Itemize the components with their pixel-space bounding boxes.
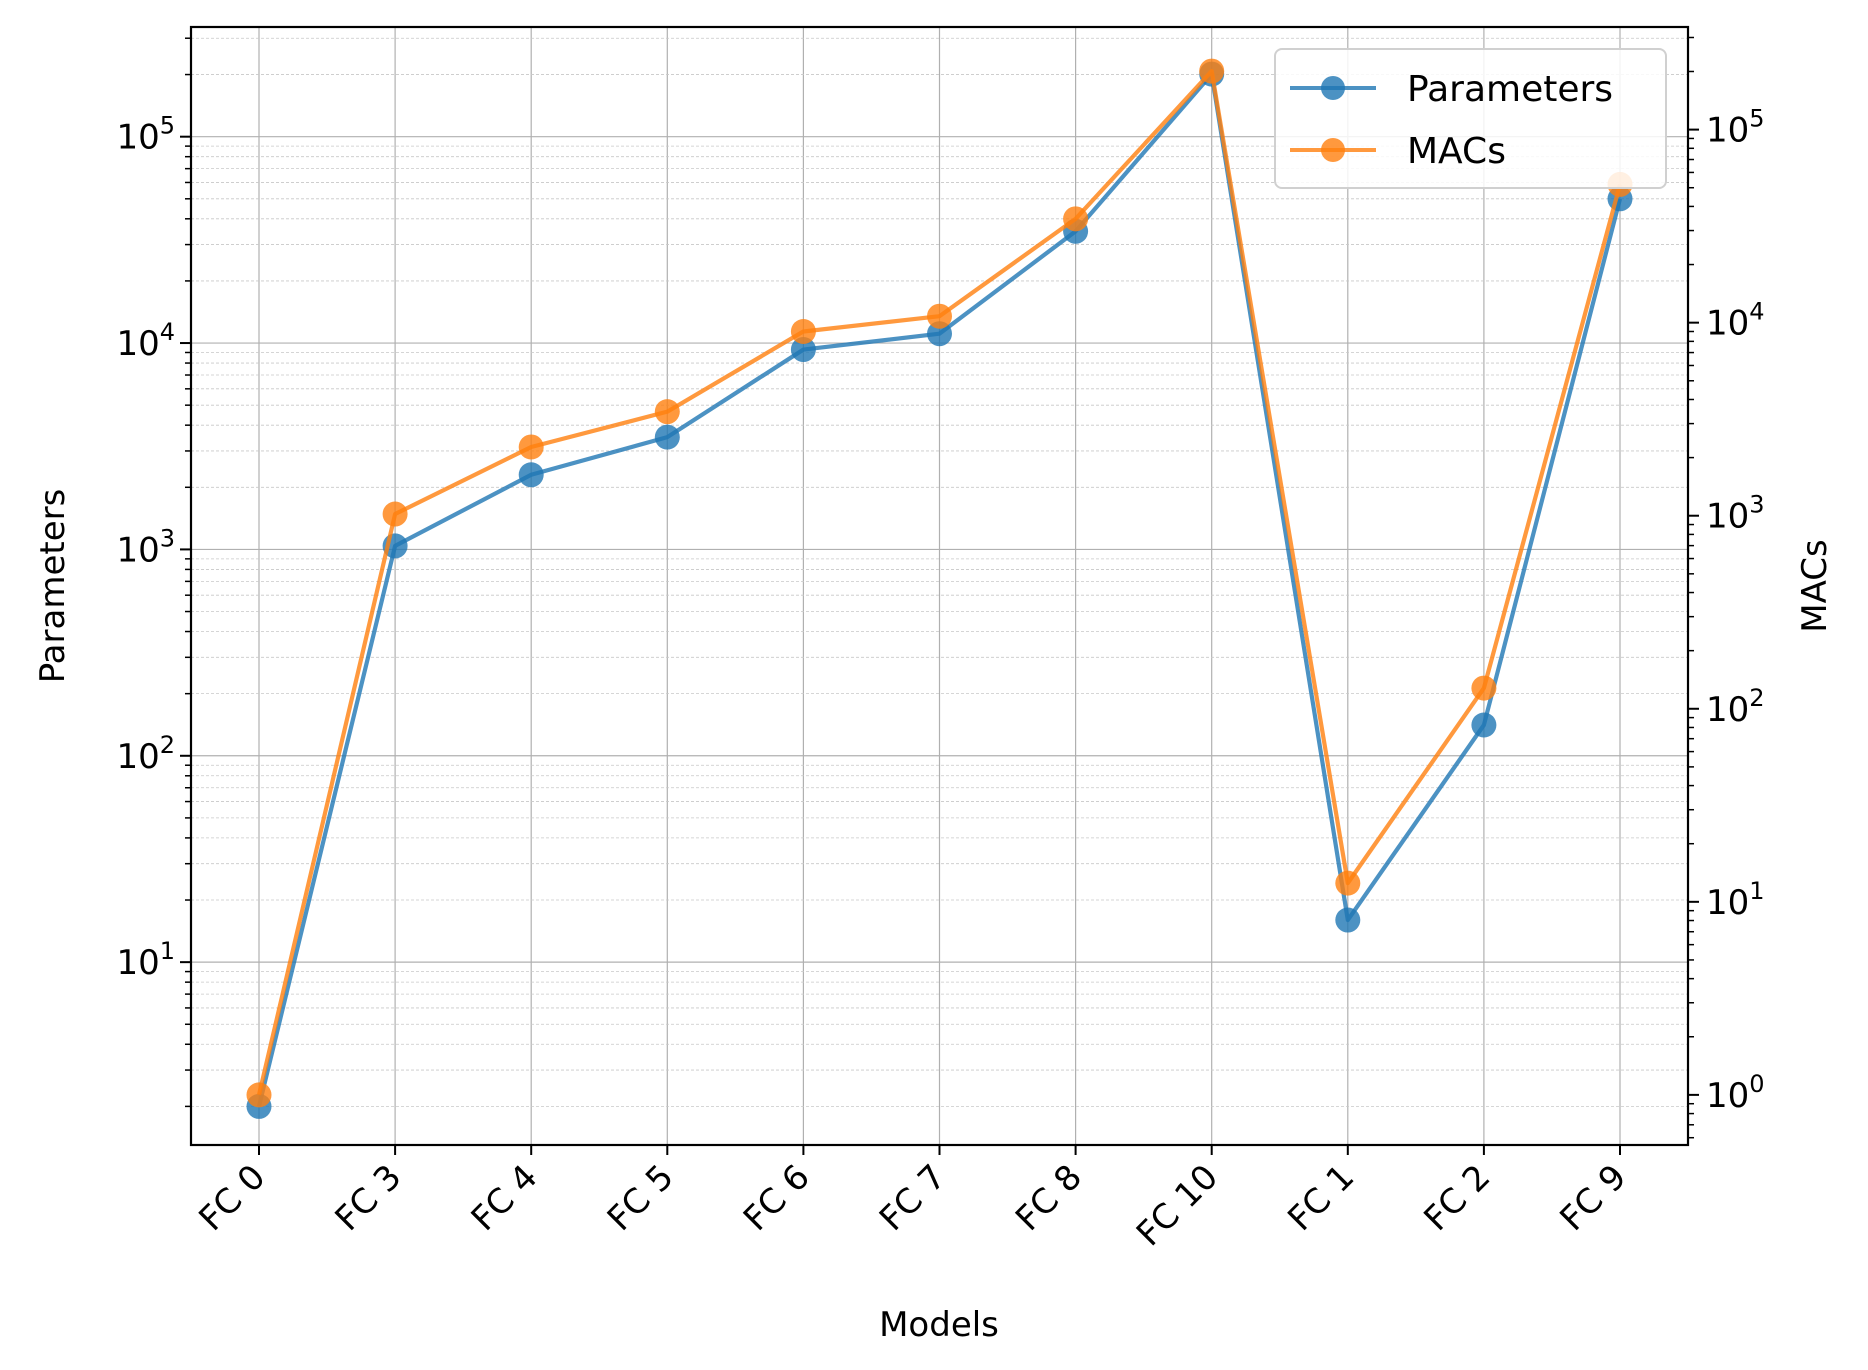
x-tick-label: FC 2 (1416, 1157, 1498, 1239)
point-parameters (518, 462, 544, 488)
point-macs (1471, 675, 1497, 701)
x-tick-label: FC 10 (1129, 1157, 1226, 1254)
x-tick-label: FC 1 (1280, 1157, 1362, 1239)
point-macs (1335, 870, 1361, 896)
legend-marker-macs (1321, 138, 1345, 162)
point-parameters (654, 424, 680, 450)
x-tick-label: FC 8 (1008, 1157, 1090, 1239)
y-tick-label: 102 (116, 731, 175, 777)
point-macs (1063, 206, 1089, 232)
point-macs (790, 318, 816, 344)
x-tick-label: FC 5 (600, 1157, 682, 1239)
x-tick-label: FC 7 (872, 1157, 954, 1239)
point-macs (382, 501, 408, 527)
point-macs (518, 434, 544, 460)
point-parameters (927, 321, 952, 347)
y-tick-label: 105 (116, 112, 175, 158)
legend-label-macs: MACs (1407, 131, 1506, 172)
legend-marker-parameters (1321, 76, 1345, 100)
x-axis: FC 0 FC 3 FC 4 FC 5 FC 6 FC 7 FC 8 FC 10 FC 1 FC … (192, 1145, 1635, 1254)
y-tick-label: 105 (1706, 105, 1765, 151)
legend-label-parameters: Parameters (1407, 69, 1613, 110)
y-tick-label: 104 (1706, 298, 1765, 344)
x-tick-label: FC 9 (1553, 1157, 1635, 1239)
point-macs (654, 399, 680, 425)
y-axis-left-title: Parameters (33, 489, 73, 684)
point-parameters (790, 337, 816, 363)
series-group (246, 58, 1633, 1119)
point-parameters (1471, 712, 1497, 738)
x-tick-label: FC 0 (192, 1157, 274, 1239)
point-macs (1199, 58, 1225, 84)
y-tick-label: 101 (1706, 877, 1765, 923)
grid-lines (191, 27, 1688, 1145)
x-tick-label: FC 3 (328, 1157, 410, 1239)
y-tick-label: 101 (116, 937, 175, 983)
x-tick-label: FC 4 (464, 1157, 546, 1239)
y-tick-label: 104 (116, 318, 175, 364)
legend: Parameters MACs (1274, 48, 1667, 189)
y-axis-right: 100 101 102 103 104 105 (1688, 36, 1765, 1139)
y-tick-label: 102 (1706, 684, 1765, 730)
y-tick-label: 100 (1706, 1070, 1765, 1116)
point-macs (927, 303, 952, 329)
y-tick-label: 103 (1706, 491, 1765, 537)
y-axis-right-title: MACs (1795, 539, 1835, 632)
legend-box (1274, 48, 1667, 189)
point-macs (246, 1082, 272, 1108)
y-axis-left: 101 102 103 104 105 (116, 37, 191, 1108)
point-parameters (1335, 907, 1361, 933)
x-tick-label: FC 6 (736, 1157, 818, 1239)
x-axis-title: Models (879, 1305, 999, 1345)
y-tick-label: 103 (116, 524, 175, 570)
